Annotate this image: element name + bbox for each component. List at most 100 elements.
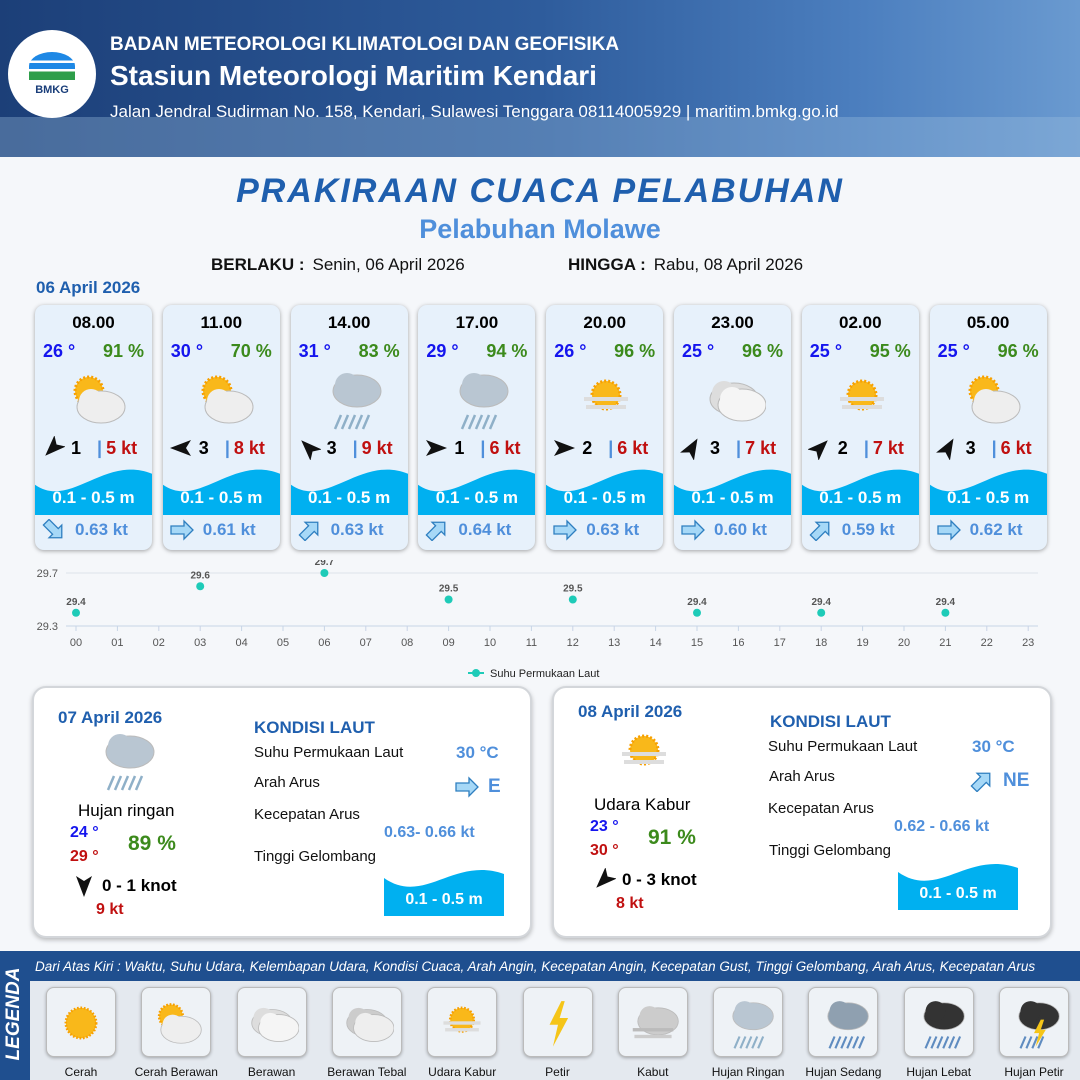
wind-info: 0 - 1 knot bbox=[72, 874, 177, 898]
wave-graphic: 0.1 - 0.5 m bbox=[384, 866, 504, 916]
wave-height: 0.1 - 0.5 m bbox=[691, 488, 774, 507]
wave-height: 0.1 - 0.5 m bbox=[435, 488, 518, 507]
cerah-berawan-icon bbox=[968, 375, 1021, 424]
data-point bbox=[320, 569, 329, 577]
wind-info: 1 | 5 kt bbox=[41, 436, 148, 460]
x-tick-label: 16 bbox=[732, 637, 744, 649]
x-tick-label: 10 bbox=[484, 637, 496, 649]
legend-title: LEGENDA bbox=[3, 967, 24, 1061]
wind-speed: 3 bbox=[965, 437, 976, 458]
header-banner: BMKG BADAN METEOROLOGI KLIMATOLOGI DAN G… bbox=[0, 0, 1080, 157]
air-temp: 26 ° bbox=[43, 341, 76, 361]
x-tick-label: 01 bbox=[111, 637, 123, 649]
air-temp: 31 ° bbox=[298, 341, 331, 361]
current-direction-icon bbox=[455, 776, 479, 798]
x-tick-label: 06 bbox=[318, 637, 330, 649]
current-speed: 0.63 kt bbox=[330, 520, 384, 539]
sst-value: 30 °C bbox=[456, 743, 499, 762]
wind-info: 3 | 9 kt bbox=[297, 436, 404, 460]
current-direction-icon bbox=[170, 519, 194, 541]
wind-info: 3 | 6 kt bbox=[935, 436, 1043, 460]
current-speed: 0.59 kt bbox=[841, 520, 895, 539]
legend-label: Hujan Lebat bbox=[906, 1065, 972, 1079]
data-point bbox=[693, 608, 701, 617]
legend-item: Petir bbox=[513, 987, 603, 1079]
x-tick-label: 23 bbox=[1022, 637, 1034, 649]
current-info: 0.63 kt bbox=[552, 519, 639, 541]
humidity: 83 % bbox=[358, 341, 400, 361]
min-temp: 24 ° bbox=[70, 824, 99, 841]
forecast-card: 17.00 29 ° 94 % 1 | 6 kt 0.1 - 0.5 m 0.64 … bbox=[418, 305, 536, 550]
forecast-time: 02.00 bbox=[839, 313, 882, 332]
wave-height-label: Tinggi Gelombang bbox=[254, 848, 377, 865]
humidity: 70 % bbox=[230, 341, 272, 361]
wave-height-label: Tinggi Gelombang bbox=[769, 842, 892, 859]
air-temp: 25 ° bbox=[809, 341, 843, 361]
x-tick-label: 19 bbox=[856, 637, 868, 649]
wave-height: 0.1 - 0.5 m bbox=[819, 488, 902, 507]
max-temp: 29 ° bbox=[70, 848, 99, 865]
wind-direction-icon bbox=[935, 438, 954, 460]
data-point bbox=[72, 608, 80, 617]
humidity: 95 % bbox=[869, 341, 911, 361]
x-tick-label: 08 bbox=[401, 637, 413, 649]
gust-speed: 6 kt bbox=[1000, 437, 1032, 458]
x-tick-label: 00 bbox=[70, 637, 82, 649]
forecast-card: 05.00 25 ° 96 % 3 | 6 kt 0.1 - 0.5 m 0.62 … bbox=[929, 305, 1047, 550]
current-info: 0.63 kt bbox=[41, 519, 128, 541]
wind-speed: 3 bbox=[326, 437, 337, 458]
svg-text:Suhu Permukaan Laut: Suhu Permukaan Laut bbox=[490, 668, 599, 680]
hujan-petir-icon bbox=[1018, 1001, 1060, 1049]
wind-info: 1 | 6 kt bbox=[424, 436, 531, 460]
legend-label: Kabut bbox=[637, 1065, 669, 1079]
wind-speed: 3 bbox=[710, 437, 721, 458]
gust: 9 kt bbox=[96, 901, 124, 918]
wind-direction-icon bbox=[596, 868, 616, 888]
page-title: PRAKIRAAN CUACA PELABUHAN bbox=[236, 172, 844, 210]
current-speed-label: Kecepatan Arus bbox=[768, 800, 874, 817]
wind-direction-icon bbox=[169, 440, 191, 456]
data-point bbox=[817, 608, 826, 617]
current-speed: 0.63 kt bbox=[75, 520, 128, 539]
x-tick-label: 07 bbox=[360, 637, 372, 649]
wind-direction-icon bbox=[76, 876, 92, 897]
current-direction-icon bbox=[809, 521, 830, 541]
air-temp: 30 ° bbox=[170, 341, 204, 361]
forecast-time: 14.00 bbox=[327, 313, 371, 332]
wave-height: 0.1 - 0.5 m bbox=[405, 891, 483, 908]
cerah-berawan-icon bbox=[73, 375, 126, 424]
current-direction-icon bbox=[936, 519, 961, 541]
legend-description: Dari Atas Kiri : Waktu, Suhu Udara, Kele… bbox=[30, 951, 1080, 981]
legend-label: Petir bbox=[545, 1065, 570, 1079]
hujan-lebat-icon bbox=[923, 1001, 965, 1049]
udara-kabur-icon bbox=[622, 734, 666, 766]
hujan-ringan-icon bbox=[332, 373, 382, 430]
legend-label: Cerah bbox=[64, 1065, 98, 1079]
udara-kabur-icon bbox=[839, 379, 884, 411]
hujan-ringan-icon bbox=[732, 1001, 774, 1049]
forecast-card: 11.00 30 ° 70 % 3 | 8 kt 0.1 - 0.5 m 0.61 … bbox=[162, 305, 280, 550]
daily-forecast-panel: 08 April 2026 Udara Kabur 23 ° 30 ° 91 %… bbox=[552, 686, 1052, 938]
wind-direction-icon bbox=[426, 440, 448, 456]
wind-info: 3 | 7 kt bbox=[680, 436, 787, 460]
data-point bbox=[568, 595, 577, 604]
x-tick-label: 21 bbox=[939, 637, 951, 649]
current-direction-icon bbox=[681, 519, 705, 541]
current-info: 0.64 kt bbox=[424, 519, 511, 541]
cerah-icon bbox=[64, 1006, 98, 1040]
cerah-berawan-icon bbox=[158, 1003, 203, 1044]
sst-label: Suhu Permukaan Laut bbox=[254, 744, 404, 761]
forecast-time: 05.00 bbox=[966, 313, 1010, 332]
x-tick-label: 02 bbox=[153, 637, 165, 649]
gust-speed: 7 kt bbox=[745, 437, 777, 458]
current-speed-label: Kecepatan Arus bbox=[254, 806, 360, 823]
current-info: 0.63 kt bbox=[297, 519, 384, 541]
sea-temp-chart: 29.7 29.3 00 01 02 03 04 05 06 07 08 09 10 11 12 13 14 15… bbox=[37, 560, 1038, 680]
humidity: 91 % bbox=[648, 826, 696, 849]
sea-condition-title: KONDISI LAUT bbox=[770, 712, 891, 731]
legend-label: Udara Kabur bbox=[428, 1065, 497, 1079]
legend-item: Hujan Ringan bbox=[703, 987, 793, 1079]
wave-graphic: 0.1 - 0.5 m bbox=[898, 860, 1018, 910]
y-tick-label: 29.7 bbox=[37, 568, 58, 580]
data-label: 29.6 bbox=[190, 570, 210, 581]
